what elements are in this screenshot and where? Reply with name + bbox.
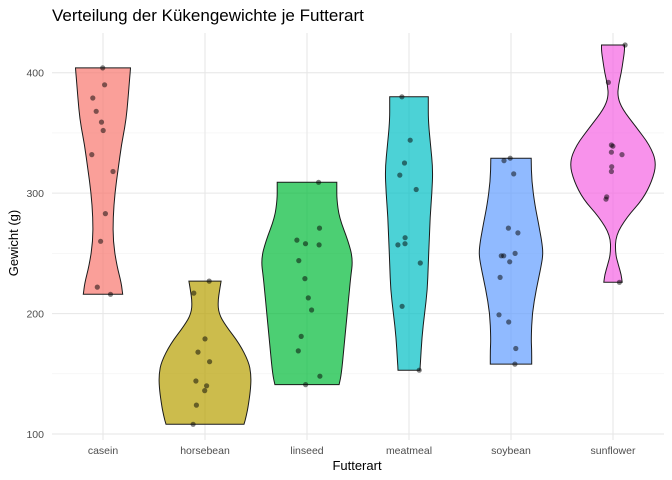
data-point-soybean [512,361,518,367]
data-point-meatmeal [402,241,408,247]
data-point-casein [100,127,106,134]
data-point-horsebean [193,402,199,408]
data-point-sunflower [605,79,612,85]
x-tick-label: horsebean [180,445,230,457]
data-point-casein [110,168,116,175]
x-tick-label: linseed [290,445,323,457]
data-point-meatmeal [407,137,413,143]
grid [52,33,664,440]
data-point-soybean [512,250,518,256]
data-point-horsebean [207,359,213,365]
violin-linseed [261,181,353,386]
data-point-meatmeal [417,260,423,266]
x-tick-label: casein [88,445,119,457]
violin-casein [74,67,132,295]
y-tick-label: 200 [26,309,44,321]
chart-title: Verteilung der Kükengewichte je Futterar… [52,6,364,25]
x-axis-title: Futterart [332,458,382,473]
data-point-meatmeal [399,303,405,309]
data-point-horsebean [193,378,199,384]
data-point-casein [94,284,100,290]
data-point-linseed [302,241,309,247]
data-point-linseed [303,382,309,388]
data-points [89,42,628,427]
data-point-horsebean [202,336,208,342]
data-point-soybean [505,225,511,231]
x-tick-label: soybean [491,445,531,457]
data-point-sunflower [622,42,628,48]
data-point-linseed [316,242,322,248]
data-point-linseed [316,179,322,185]
data-point-soybean [507,259,513,265]
data-point-linseed [295,348,301,354]
data-point-sunflower [608,149,615,155]
data-point-casein [98,238,104,244]
data-point-soybean [506,319,512,325]
data-point-sunflower [608,168,615,175]
y-tick-label: 400 [26,68,44,80]
data-point-sunflower [603,196,609,202]
violins [74,44,656,425]
data-point-horsebean [190,421,196,427]
data-point-soybean [497,274,503,280]
data-point-casein [98,119,105,125]
data-point-soybean [501,158,507,164]
data-point-meatmeal [416,367,422,373]
data-point-soybean [496,312,502,318]
y-axis-title: Gewicht (g) [6,210,21,276]
data-point-linseed [302,276,308,282]
data-point-sunflower [619,152,625,158]
x-tick-label: sunflower [591,445,636,457]
data-point-casein [107,291,114,297]
data-point-sunflower [609,164,615,170]
violin-horsebean [158,280,252,425]
data-point-horsebean [202,388,208,394]
data-point-casein [102,211,108,217]
data-point-linseed [294,237,300,243]
data-point-casein [90,95,96,101]
data-point-linseed [296,258,302,264]
data-point-casein [100,65,106,71]
data-point-horsebean [206,278,212,284]
x-tick-labels: casein horsebean linseed meatmeal soybean sun… [88,445,636,457]
data-point-horsebean [195,349,201,355]
x-tick-label: meatmeal [386,445,432,457]
data-point-linseed [316,225,323,231]
data-point-linseed [317,373,323,379]
data-point-meatmeal [397,172,403,178]
data-point-meatmeal [395,242,401,248]
data-point-soybean [501,253,507,259]
data-point-meatmeal [401,160,408,166]
data-point-linseed [309,307,315,313]
y-tick-label: 300 [26,188,44,200]
y-tick-labels: 100 200 300 400 [26,68,44,441]
data-point-soybean [507,155,513,161]
data-point-casein [102,82,108,88]
data-point-soybean [515,230,521,236]
data-point-casein [89,152,95,158]
data-point-linseed [305,295,311,301]
violin-sunflower [570,44,656,283]
data-point-meatmeal [399,94,405,100]
data-point-soybean [513,345,519,352]
data-point-casein [93,108,99,114]
data-point-meatmeal [402,235,408,241]
data-point-horsebean [204,383,210,389]
data-point-horsebean [191,290,197,296]
data-point-linseed [298,333,304,339]
violin-meatmeal [384,96,434,371]
y-tick-label: 100 [26,429,44,441]
data-point-soybean [511,171,517,177]
data-point-meatmeal [413,186,419,193]
data-point-sunflower [610,143,616,149]
data-point-sunflower [616,279,623,285]
